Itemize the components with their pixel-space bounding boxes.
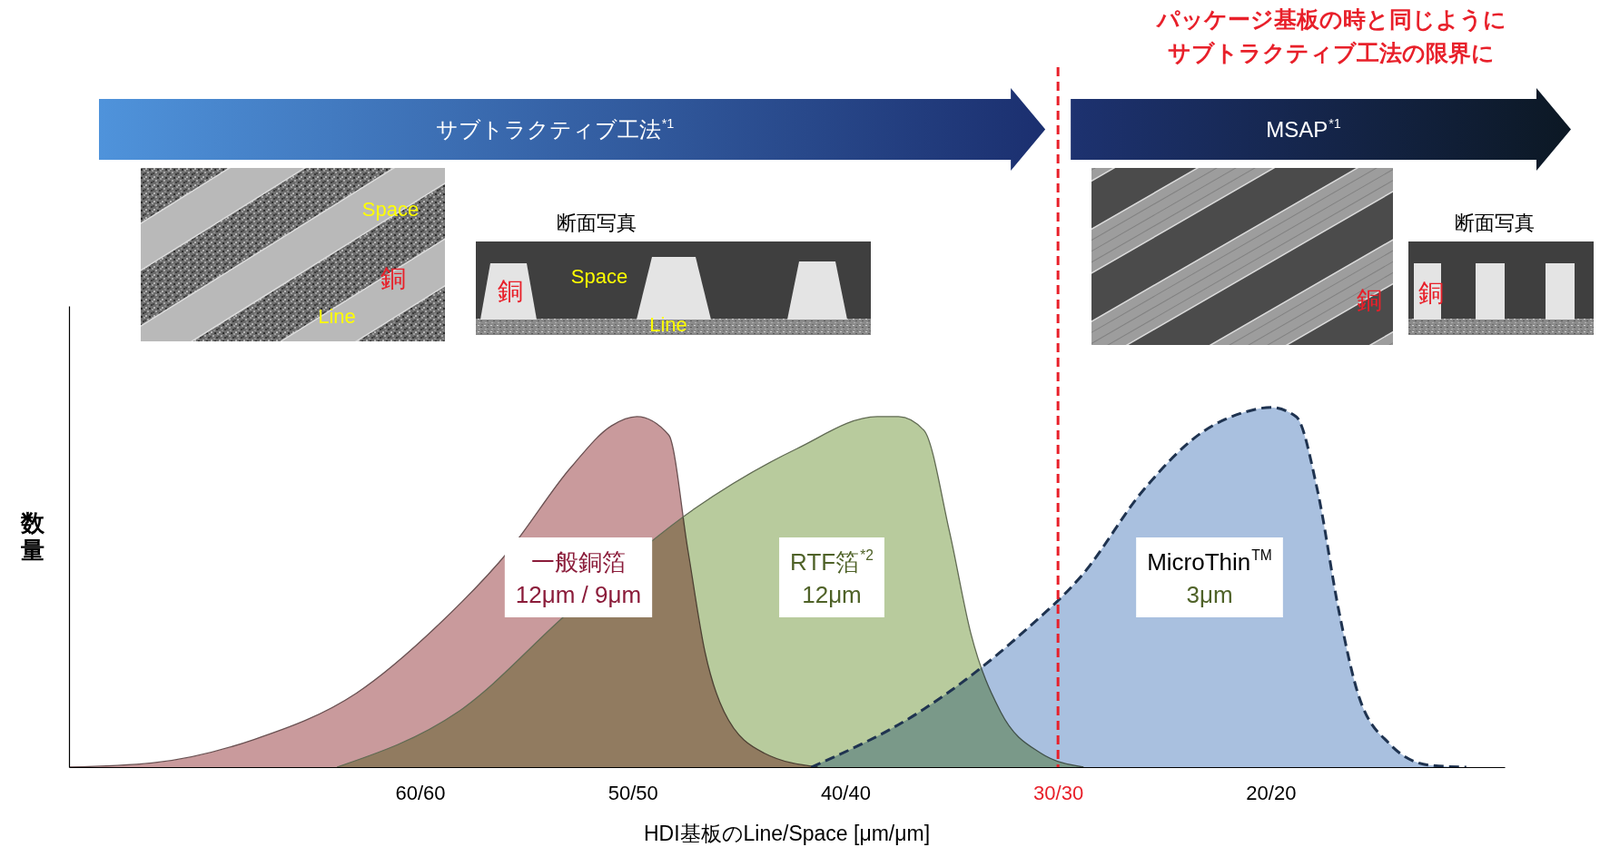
photo-band [1091,167,1393,346]
arrow-label-note: *1 [661,116,675,131]
photo-ridge [1091,167,1393,346]
photo-band [140,167,445,342]
photo-ridge [1091,167,1393,346]
section-label: Space [571,265,628,288]
x-tick-label: 30/30 [1033,781,1084,805]
series-label: 一般銅箔 12μm / 9μm [504,537,652,618]
series-thickness: 3μm [1185,581,1233,609]
photo-band [1091,267,1393,346]
photo-band [1091,167,1393,346]
photo [140,167,445,342]
x-tick-label: 20/20 [1245,781,1296,805]
photo-band [1091,167,1393,346]
series-thickness: 12μm [801,581,862,609]
x-axis-title: HDI基板のLine/Space [μm/μm] [643,821,930,846]
section-label: Line [649,313,688,336]
series-name: RTF箔 [790,548,860,576]
series-label: MicroThinTM 3μm [1135,537,1284,618]
x-tick: 50/50 [608,767,659,805]
x-tick-label: 50/50 [608,781,659,805]
series-line [810,407,1466,768]
plot-marks [69,407,1467,768]
series-thickness: 12μm / 9μm [515,581,642,609]
process-arrow [98,88,1046,171]
annotation-text: サブトラクティブ工法の限界に [1167,39,1495,66]
photo [1091,167,1393,346]
photo-label: 銅 [380,264,406,293]
series-area [810,407,1466,768]
photo-ridge [1091,167,1393,346]
series-label: RTF箔*2 12μm [779,537,885,618]
photo-ridge [1091,293,1393,346]
copper-section [480,263,537,320]
chart-svg: 60/60 50/50 40/40 30/30 20/20 HDI基板のLine/Spac… [0,0,1600,857]
photo-ridge [1091,276,1393,346]
arrow-label-note: *1 [1328,116,1342,131]
photo-band [140,167,445,342]
photo-label: Space [362,197,419,221]
photo-ridge [1091,215,1393,346]
y-axis-line [69,306,70,769]
arrow-label: MSAP [1265,117,1328,142]
x-tick-label: 60/60 [395,781,445,805]
x-tick: 60/60 [395,767,445,805]
section-caption: 断面写真 [556,211,637,235]
x-tick: 30/30 [1033,767,1084,805]
photo-band [140,167,445,342]
section-photo [1408,241,1594,336]
photo-label: 銅 [1356,286,1383,315]
section-photo [475,241,871,336]
photo-band [1091,337,1393,346]
y-axis [69,306,70,769]
section-caption: 断面写真 [1454,211,1535,235]
photo-band [140,197,445,342]
series-label-box [1135,537,1284,618]
series-name-note: TM [1251,547,1273,563]
photo-ridge [1091,167,1393,346]
x-tick-label: 40/40 [820,781,871,805]
photo-label: Line [317,305,356,328]
copper-section [787,261,848,320]
series-label-box [779,537,885,618]
threshold-line [1056,67,1060,768]
annotation-text: パッケージ基板の時と同じように [1155,6,1507,33]
photo-ridge [1091,285,1393,346]
series-name: MicroThin [1146,548,1251,576]
photo-ridge [1091,167,1393,346]
photo-ridge [1091,167,1393,346]
photo-bg [475,241,871,336]
photo-band [1091,198,1393,346]
photo-band [1091,167,1393,346]
series-name: 一般銅箔 [531,548,626,576]
y-axis-title: 数量 [19,509,46,564]
photo-ridge [1091,167,1393,346]
photo-ridge [1091,167,1393,346]
section-label: 銅 [497,276,524,306]
series-name-note: *2 [859,547,874,563]
arrow-label: サブトラクティブ工法 [435,117,662,142]
copper-section [1545,263,1575,320]
copper-section [1475,263,1505,320]
x-tick: 40/40 [820,767,871,805]
photo-ridge [1091,167,1393,346]
section-label: 銅 [1418,278,1444,307]
x-tick: 20/20 [1245,767,1296,805]
photo-ridge [1091,167,1393,346]
photo-ridge [1091,223,1393,346]
photo-ridge [1091,207,1393,346]
photo-band [140,167,445,342]
series-label-box [504,537,652,618]
copper-section [636,256,712,320]
x-axis: 60/60 50/50 40/40 30/30 20/20 [69,767,1506,805]
photo-ridge [1091,167,1393,346]
process-arrow [1070,88,1571,171]
x-axis-line [69,767,1506,769]
photo-bg [1408,241,1594,336]
photo-substrate [1408,318,1594,336]
